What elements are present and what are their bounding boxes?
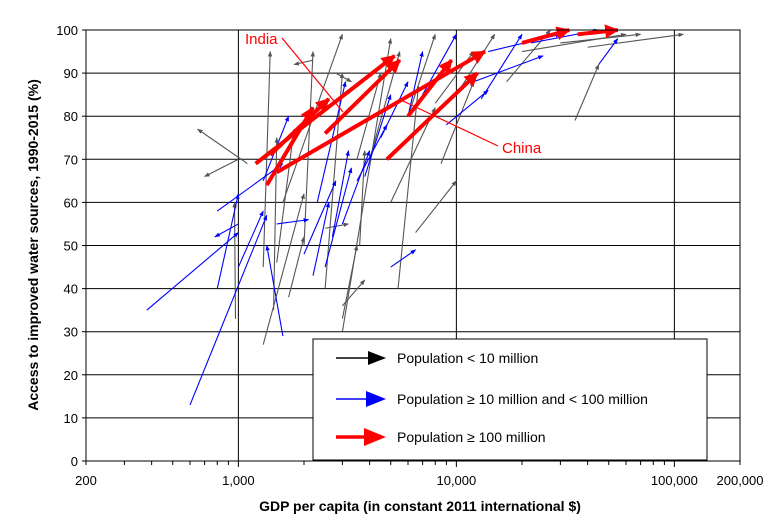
legend-item-large: Population ≥ 100 million [336, 428, 546, 446]
arrow-large-pop [323, 58, 402, 135]
axes: 0 10 20 30 40 50 60 70 80 90 100 200 1,000 10,000 100,… [56, 23, 763, 488]
arrow-medium-pop [407, 51, 424, 117]
arrow-large-pop [385, 71, 479, 161]
arrow-small-pop [262, 51, 273, 268]
china-annotation: China [402, 100, 542, 157]
arrow-small-pop [341, 244, 359, 319]
arrow-medium-pop [390, 249, 417, 268]
arrow-medium-pop [380, 81, 409, 138]
india-label: India [245, 31, 278, 48]
y-axis-title: Access to improved water sources, 1990-2… [25, 79, 41, 411]
plot-frame [85, 29, 741, 462]
arrow-medium-pop [214, 223, 239, 238]
arrow-medium-pop [276, 218, 310, 225]
data-arrows [146, 24, 684, 406]
x-tick-label: 200,000 [717, 473, 764, 488]
y-tick-label: 40 [64, 282, 78, 297]
y-tick-label: 20 [64, 368, 78, 383]
legend-arrowhead-black [368, 351, 386, 365]
arrow-small-pop [197, 128, 248, 165]
legend-arrowhead-red [364, 428, 386, 446]
arrow-small-pop [341, 38, 393, 332]
arrow-medium-pop [216, 163, 284, 212]
arrow-medium-pop [446, 89, 489, 126]
y-tick-label: 100 [56, 23, 78, 38]
x-tick-label: 200 [75, 473, 97, 488]
arrow-medium-pop [598, 38, 619, 65]
arrow-medium-pop [341, 150, 371, 225]
arrow-large-pop [521, 26, 571, 45]
legend: Population < 10 million Population ≥ 10 … [312, 338, 708, 461]
arrow-small-pop [574, 63, 600, 121]
y-tick-label: 0 [71, 454, 78, 469]
arrow-medium-pop [312, 201, 330, 276]
arrow-medium-pop [189, 214, 268, 406]
legend-item-medium: Population ≥ 10 million and < 100 millio… [336, 391, 648, 407]
arrow-small-pop [335, 72, 352, 83]
legend-label-medium: Population ≥ 10 million and < 100 millio… [397, 391, 648, 407]
arrow-small-pop [415, 180, 457, 233]
arrow-medium-pop [473, 55, 544, 83]
legend-item-small: Population < 10 million [336, 350, 538, 366]
arrow-large-pop [577, 24, 620, 39]
y-tick-label: 50 [64, 239, 78, 254]
india-leader-line [281, 37, 344, 113]
y-tick-label: 70 [64, 152, 78, 167]
arrow-small-pop [262, 193, 305, 345]
arrow-small-pop [288, 236, 305, 298]
arrow-small-pop [325, 222, 350, 229]
y-tick-label: 80 [64, 109, 78, 124]
arrow-small-pop [560, 32, 642, 44]
arrow-small-pop [204, 158, 239, 178]
arrow-large-pop [268, 97, 331, 157]
china-label: China [502, 140, 542, 157]
arrow-medium-pop [331, 150, 350, 237]
x-tick-label: 100,000 [651, 473, 698, 488]
arrow-small-pop [390, 107, 436, 203]
x-tick-label: 10,000 [436, 473, 476, 488]
arrow-medium-pop [303, 180, 337, 255]
y-tick-label: 90 [64, 66, 78, 81]
arrow-medium-pop [237, 210, 264, 268]
arrow-medium-pop [324, 167, 353, 268]
arrow-small-pop [587, 32, 684, 48]
arrow-small-pop [397, 85, 421, 289]
legend-label-small: Population < 10 million [397, 350, 538, 366]
legend-arrowhead-blue [366, 391, 386, 407]
arrow-medium-pop [480, 33, 523, 100]
arrow-small-pop [293, 59, 314, 66]
x-axis-title: GDP per capita (in constant 2011 interna… [259, 498, 581, 514]
legend-label-large: Population ≥ 100 million [397, 429, 546, 445]
china-leader-line [402, 100, 499, 147]
india-annotation: India [245, 31, 344, 113]
arrow-small-pop [407, 33, 436, 117]
y-tick-label: 30 [64, 325, 78, 340]
arrow-small-pop [440, 81, 475, 164]
arrow-medium-pop [146, 232, 239, 311]
arrow-small-pop [356, 72, 382, 160]
arrow-small-pop [303, 51, 315, 246]
x-tick-label: 1,000 [222, 473, 255, 488]
arrow-small-pop [276, 128, 296, 263]
arrow-medium-pop [265, 244, 284, 337]
y-tick-label: 10 [64, 411, 78, 426]
y-tick-label: 60 [64, 195, 78, 210]
arrow-small-pop [341, 279, 366, 307]
arrow-medium-pop [216, 193, 240, 289]
arrow-small-pop [232, 201, 237, 319]
